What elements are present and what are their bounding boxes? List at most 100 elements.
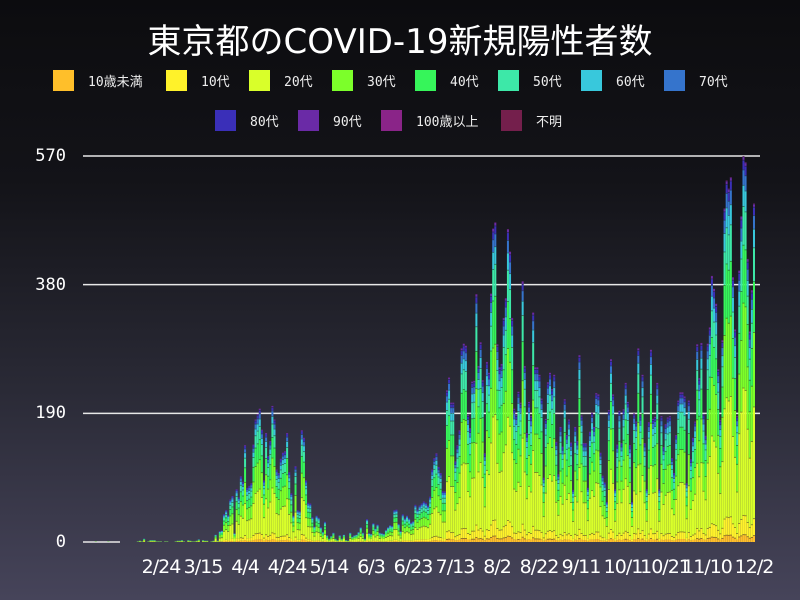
bar-segment: [715, 525, 718, 538]
segment-separator: [466, 463, 469, 464]
bar-segment: [689, 508, 692, 537]
segment-separator: [607, 532, 610, 534]
bar-segment: [721, 527, 724, 538]
segment-separator: [458, 444, 461, 446]
segment-separator: [260, 438, 263, 439]
bar-segment: [410, 540, 413, 542]
segment-separator: [241, 504, 244, 506]
bar-segment: [475, 524, 478, 538]
segment-separator: [685, 518, 688, 520]
bar-segment: [284, 463, 287, 473]
bar-segment: [405, 519, 408, 522]
legend-label: 10代: [201, 75, 230, 90]
bar-segment: [710, 523, 713, 537]
bar-segment: [469, 471, 472, 497]
bar-segment: [557, 476, 560, 480]
segment-separator: [454, 492, 457, 493]
segment-separator: [523, 471, 526, 473]
segment-separator: [538, 475, 541, 476]
segment-separator: [723, 251, 726, 253]
segment-separator: [670, 468, 673, 470]
segment-separator: [549, 378, 551, 380]
bar-segment: [275, 470, 278, 473]
bar-segment: [246, 488, 249, 490]
bar-segment: [319, 532, 322, 537]
segment-separator: [521, 315, 524, 316]
bar-segment: [483, 506, 486, 536]
segment-separator: [731, 338, 734, 339]
bar-segment: [281, 455, 284, 460]
segment-separator: [607, 427, 610, 428]
segment-separator: [727, 269, 730, 271]
bar-segment: [597, 399, 600, 406]
legend-item: 不明: [501, 110, 562, 131]
bar-segment: [235, 520, 238, 539]
bar-segment: [488, 530, 491, 539]
segment-separator: [685, 496, 688, 498]
segment-separator: [494, 519, 497, 521]
bar-segment: [710, 276, 713, 279]
bar-segment: [433, 460, 436, 465]
bar-segment: [584, 465, 587, 481]
segment-separator: [429, 507, 432, 508]
bar-segment: [597, 428, 600, 451]
bar-segment: [477, 432, 480, 472]
bar-segment: [284, 505, 287, 536]
segment-separator: [248, 519, 251, 521]
bar-segment: [443, 497, 446, 503]
segment-separator: [412, 525, 415, 527]
segment-separator: [729, 260, 732, 262]
segment-separator: [225, 517, 228, 519]
bar-segment: [660, 425, 663, 433]
segment-separator: [704, 460, 707, 461]
segment-separator: [656, 403, 659, 405]
segment-separator: [540, 452, 543, 454]
bar-segment: [227, 540, 230, 542]
segment-separator: [269, 501, 272, 503]
bar-segment: [511, 452, 514, 527]
segment-separator: [696, 351, 699, 352]
segment-separator: [612, 395, 615, 397]
segment-separator: [746, 366, 749, 368]
bar-segment: [307, 517, 310, 527]
segment-separator: [229, 524, 232, 526]
segment-separator: [422, 510, 425, 512]
segment-separator: [448, 398, 451, 400]
bar-segment: [494, 535, 497, 542]
segment-separator: [277, 481, 280, 483]
bar-segment: [456, 457, 459, 468]
bar-segment: [574, 539, 577, 542]
bar-segment: [713, 297, 716, 308]
segment-separator: [549, 394, 551, 396]
bar-segment: [483, 535, 486, 541]
bar-segment: [551, 424, 554, 448]
segment-separator: [713, 536, 716, 538]
bar-segment: [620, 540, 623, 542]
bar-segment: [265, 447, 268, 459]
bar-segment: [267, 488, 270, 508]
bar-segment: [551, 394, 554, 401]
segment-separator: [460, 355, 463, 356]
bar-segment: [692, 437, 694, 439]
segment-separator: [534, 472, 537, 473]
bar-segment: [635, 430, 638, 438]
bar-segment: [448, 538, 451, 542]
bar-segment: [561, 449, 564, 454]
segment-separator: [309, 508, 312, 510]
bar-segment: [311, 517, 314, 519]
bar-segment: [252, 540, 255, 542]
bar-segment: [517, 411, 520, 427]
segment-separator: [698, 530, 701, 532]
bar-segment: [523, 538, 526, 542]
segment-separator: [748, 411, 751, 413]
segment-separator: [443, 521, 446, 523]
bar-segment: [437, 467, 440, 470]
segment-separator: [584, 465, 587, 467]
segment-separator: [475, 537, 478, 538]
bar-segment: [393, 517, 396, 523]
segment-separator: [473, 382, 476, 384]
bar-segment: [502, 325, 505, 335]
bar-segment: [504, 329, 507, 355]
segment-separator: [549, 474, 551, 476]
segment-separator: [641, 376, 644, 378]
